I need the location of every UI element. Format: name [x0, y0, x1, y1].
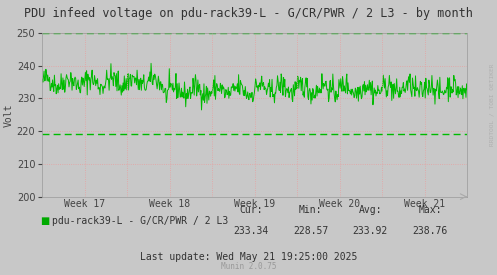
Text: RRDTOOL / TOBI OETIKER: RRDTOOL / TOBI OETIKER	[490, 63, 495, 146]
Text: Min:: Min:	[299, 205, 323, 215]
Text: PDU infeed voltage on pdu-rack39-L - G/CR/PWR / 2 L3 - by month: PDU infeed voltage on pdu-rack39-L - G/C…	[24, 7, 473, 20]
Y-axis label: Volt: Volt	[4, 103, 14, 126]
Text: 233.92: 233.92	[353, 226, 388, 236]
Text: Max:: Max:	[418, 205, 442, 215]
Text: ■: ■	[40, 216, 49, 226]
Text: Cur:: Cur:	[239, 205, 263, 215]
Text: Avg:: Avg:	[358, 205, 382, 215]
Text: Munin 2.0.75: Munin 2.0.75	[221, 262, 276, 271]
Text: Last update: Wed May 21 19:25:00 2025: Last update: Wed May 21 19:25:00 2025	[140, 252, 357, 262]
Text: pdu-rack39-L - G/CR/PWR / 2 L3: pdu-rack39-L - G/CR/PWR / 2 L3	[52, 216, 229, 226]
Text: 228.57: 228.57	[293, 226, 328, 236]
Text: 238.76: 238.76	[413, 226, 447, 236]
Text: 233.34: 233.34	[234, 226, 268, 236]
